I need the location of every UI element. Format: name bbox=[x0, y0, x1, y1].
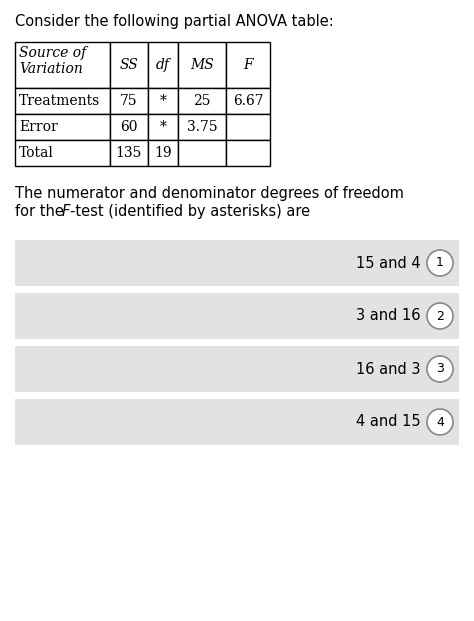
Circle shape bbox=[427, 303, 453, 329]
Text: 16 and 3: 16 and 3 bbox=[356, 361, 421, 376]
Text: for the: for the bbox=[15, 204, 69, 219]
Bar bbox=[226, 42, 270, 88]
Bar bbox=[148, 140, 178, 166]
Bar bbox=[15, 399, 459, 445]
Bar bbox=[226, 140, 270, 166]
Text: Total: Total bbox=[19, 146, 54, 160]
Text: 19: 19 bbox=[154, 146, 172, 160]
Bar bbox=[178, 114, 226, 140]
Text: 2: 2 bbox=[436, 309, 444, 322]
Bar bbox=[110, 88, 148, 114]
Bar bbox=[110, 114, 148, 140]
Text: Consider the following partial ANOVA table:: Consider the following partial ANOVA tab… bbox=[15, 14, 334, 29]
Text: df: df bbox=[156, 58, 170, 72]
Bar bbox=[15, 346, 459, 392]
Bar bbox=[148, 114, 178, 140]
Bar bbox=[148, 42, 178, 88]
Bar bbox=[15, 42, 110, 88]
Bar bbox=[178, 42, 226, 88]
Bar bbox=[15, 140, 110, 166]
Bar bbox=[15, 293, 459, 339]
Text: 3 and 16: 3 and 16 bbox=[356, 309, 421, 324]
Bar bbox=[110, 140, 148, 166]
Circle shape bbox=[427, 250, 453, 276]
Text: -test (identified by asterisks) are: -test (identified by asterisks) are bbox=[70, 204, 310, 219]
Text: 4 and 15: 4 and 15 bbox=[356, 414, 421, 430]
Text: 3.75: 3.75 bbox=[187, 120, 217, 134]
Text: Treatments: Treatments bbox=[19, 94, 100, 108]
Text: SS: SS bbox=[119, 58, 138, 72]
Text: Error: Error bbox=[19, 120, 58, 134]
Bar bbox=[15, 114, 110, 140]
Bar bbox=[226, 88, 270, 114]
Text: 135: 135 bbox=[116, 146, 142, 160]
Text: *: * bbox=[160, 94, 166, 108]
Text: F: F bbox=[62, 204, 70, 219]
Circle shape bbox=[427, 409, 453, 435]
Text: 6.67: 6.67 bbox=[233, 94, 264, 108]
Bar bbox=[226, 114, 270, 140]
Text: Source of
Variation: Source of Variation bbox=[19, 46, 86, 76]
Text: F: F bbox=[243, 58, 253, 72]
Text: 3: 3 bbox=[436, 363, 444, 376]
Text: The numerator and denominator degrees of freedom: The numerator and denominator degrees of… bbox=[15, 186, 404, 201]
Circle shape bbox=[427, 356, 453, 382]
Text: 60: 60 bbox=[120, 120, 138, 134]
Bar bbox=[148, 88, 178, 114]
Text: MS: MS bbox=[190, 58, 214, 72]
Text: 25: 25 bbox=[193, 94, 211, 108]
Text: 4: 4 bbox=[436, 415, 444, 428]
Bar bbox=[178, 140, 226, 166]
Bar bbox=[15, 88, 110, 114]
Text: 15 and 4: 15 and 4 bbox=[356, 255, 421, 271]
Bar bbox=[110, 42, 148, 88]
Text: 75: 75 bbox=[120, 94, 138, 108]
Bar bbox=[178, 88, 226, 114]
Text: 1: 1 bbox=[436, 256, 444, 270]
Text: *: * bbox=[160, 120, 166, 134]
Bar bbox=[15, 240, 459, 286]
